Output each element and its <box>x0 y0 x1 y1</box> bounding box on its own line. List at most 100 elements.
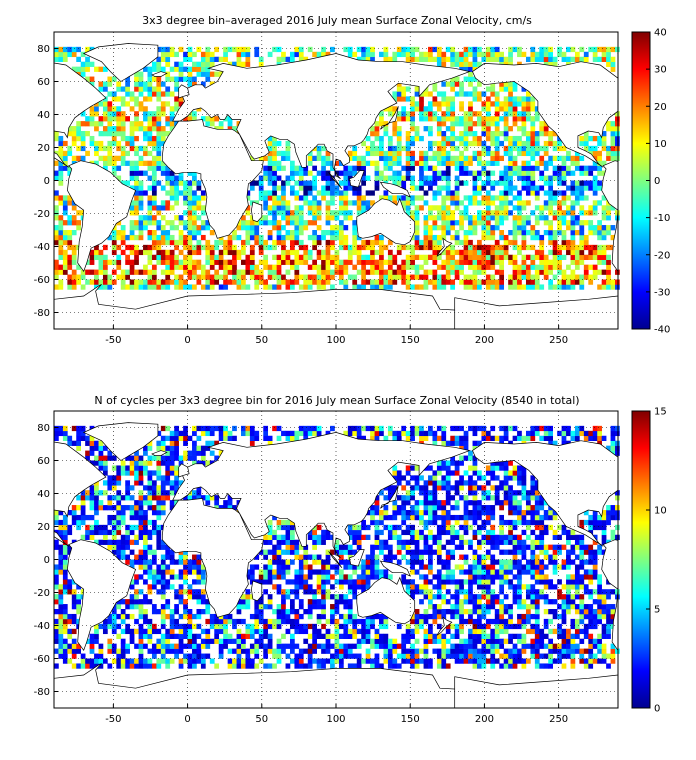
bin-cell <box>169 180 175 186</box>
bin-cell <box>450 554 456 560</box>
bin-cell <box>174 254 179 260</box>
bin-cell <box>574 643 580 649</box>
bin-cell <box>107 111 113 117</box>
bin-cell <box>294 210 300 216</box>
bin-cell <box>503 195 509 201</box>
bin-cell <box>503 185 509 191</box>
bin-cell <box>410 234 415 241</box>
bin-cell <box>298 584 304 590</box>
bin-cell <box>499 140 505 147</box>
bin-cell <box>62 249 68 256</box>
bin-cell <box>468 648 473 654</box>
x-tick-label: 50 <box>255 335 268 346</box>
bin-cell <box>481 116 487 122</box>
bin-cell <box>352 628 358 635</box>
bin-cell <box>76 274 82 280</box>
bin-cell <box>192 170 197 176</box>
bin-cell <box>338 643 344 649</box>
bin-cell <box>557 623 562 630</box>
bin-cell <box>298 623 304 630</box>
bin-cell <box>325 244 331 251</box>
bin-cell <box>459 609 464 615</box>
bin-cell <box>383 165 389 171</box>
bin-cell <box>334 259 340 265</box>
bin-cell <box>423 155 429 161</box>
bin-cell <box>557 155 562 161</box>
bin-cell <box>468 264 473 270</box>
bin-cell <box>543 544 549 550</box>
bin-cell <box>454 658 460 664</box>
bin-cell <box>508 81 513 87</box>
bin-cell <box>147 648 153 654</box>
bin-cell <box>223 638 228 644</box>
bin-cell <box>414 46 420 53</box>
bin-cell <box>405 210 411 216</box>
bin-cell <box>552 175 558 181</box>
bin-cell <box>477 633 482 639</box>
bin-cell <box>151 279 157 285</box>
bin-cell <box>521 284 527 290</box>
bin-cell <box>454 145 460 152</box>
bin-cell <box>436 155 442 161</box>
bin-cell <box>365 135 371 142</box>
bin-cell <box>192 643 197 649</box>
bin-cell <box>441 249 447 256</box>
bin-cell <box>539 264 545 270</box>
bin-cell <box>490 131 496 137</box>
bin-cell <box>383 279 389 285</box>
bin-cell <box>615 145 620 152</box>
bin-cell <box>441 140 447 147</box>
bin-cell <box>276 239 282 246</box>
bin-cell <box>459 279 464 285</box>
bin-cell <box>361 259 366 265</box>
bin-cell <box>534 653 540 659</box>
bin-cell <box>361 46 366 53</box>
bin-cell <box>205 643 211 649</box>
velocity-bins <box>54 46 620 290</box>
bin-cell <box>454 274 460 280</box>
bin-cell <box>165 61 171 67</box>
bin-cell <box>441 613 447 620</box>
bin-cell <box>187 638 193 644</box>
bin-cell <box>370 284 375 290</box>
bin-cell <box>570 239 576 246</box>
bin-cell <box>534 663 540 669</box>
bin-cell <box>272 210 277 216</box>
bin-cell <box>490 86 496 92</box>
bin-cell <box>383 274 389 280</box>
bin-cell <box>543 623 549 630</box>
bin-cell <box>138 279 144 285</box>
bin-cell <box>557 564 562 570</box>
bin-cell <box>125 116 130 122</box>
bin-cell <box>147 574 153 580</box>
bin-cell <box>321 584 326 590</box>
bin-cell <box>285 269 291 275</box>
bin-cell <box>223 259 228 265</box>
bin-cell <box>147 195 153 201</box>
bin-cell <box>294 569 300 575</box>
bin-cell <box>432 220 438 226</box>
bin-cell <box>98 131 104 137</box>
bin-cell <box>557 205 562 211</box>
bin-cell <box>356 254 362 260</box>
bin-cell <box>147 564 153 570</box>
bin-cell <box>352 279 358 285</box>
bin-cell <box>490 150 496 157</box>
bin-cell <box>347 633 353 639</box>
bin-cell <box>352 589 358 595</box>
bin-cell <box>76 643 82 649</box>
bin-cell <box>552 259 558 265</box>
bin-cell <box>134 279 139 285</box>
bin-cell <box>557 628 562 635</box>
bin-cell <box>94 106 99 112</box>
bin-cell <box>276 638 282 644</box>
bin-cell <box>436 160 442 166</box>
bin-cell <box>485 111 491 117</box>
bin-cell <box>401 180 407 186</box>
bin-cell <box>178 554 184 560</box>
bin-cell <box>205 259 211 265</box>
bin-cell <box>125 658 130 664</box>
bin-cell <box>236 658 242 664</box>
bin-cell <box>76 609 82 615</box>
bin-cell <box>512 633 518 639</box>
